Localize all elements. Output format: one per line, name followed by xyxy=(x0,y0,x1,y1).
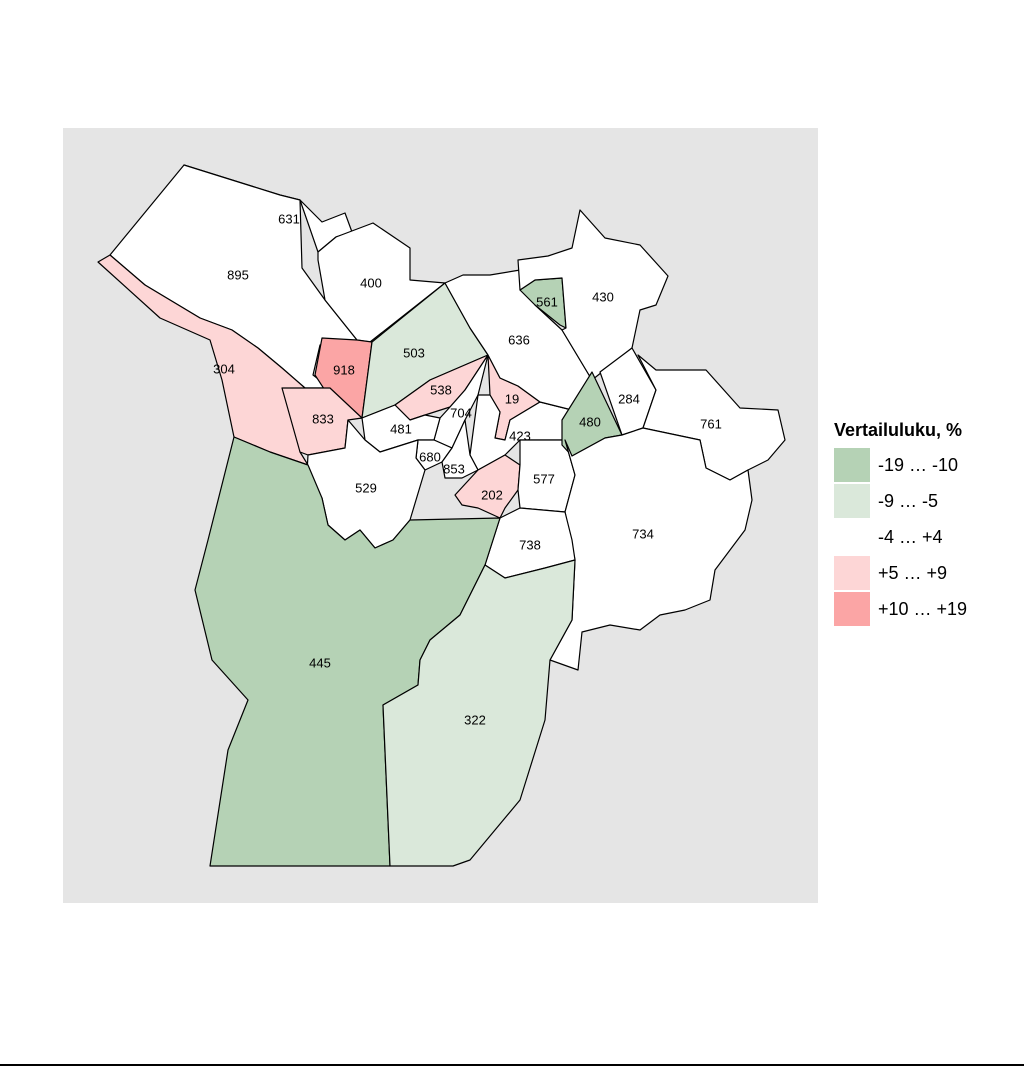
region-label-430: 430 xyxy=(592,289,614,304)
region-label-895: 895 xyxy=(227,267,249,282)
legend-swatch xyxy=(834,484,870,518)
legend-label: -9 … -5 xyxy=(878,490,939,511)
region-label-19: 19 xyxy=(505,391,519,406)
legend-title: Vertailuluku, % xyxy=(834,420,963,440)
region-label-423: 423 xyxy=(509,428,531,443)
legend-label: -19 … -10 xyxy=(878,454,959,475)
region-853 xyxy=(441,419,479,479)
legend-item-neg: -9 … -5 xyxy=(834,483,967,519)
region-label-853: 853 xyxy=(443,461,465,476)
region-label-734: 734 xyxy=(632,526,654,541)
legend-swatch xyxy=(834,556,870,590)
region-label-704: 704 xyxy=(450,405,472,420)
region-430 xyxy=(517,209,669,381)
legend-item-strong-pos: +10 … +19 xyxy=(834,591,967,627)
region-label-480: 480 xyxy=(579,414,601,429)
region-label-322: 322 xyxy=(464,712,486,727)
legend-item-pos: +5 … +9 xyxy=(834,555,967,591)
region-label-304: 304 xyxy=(213,361,235,376)
region-label-284: 284 xyxy=(618,391,640,406)
legend-swatch xyxy=(834,448,870,482)
legend-label: -4 … +4 xyxy=(878,526,943,547)
labels-layer: 631 895 400 304 918 503 833 538 704 19 481 423 68085… xyxy=(213,211,722,727)
region-label-738: 738 xyxy=(519,537,541,552)
region-label-577: 577 xyxy=(533,471,555,486)
legend: Vertailuluku, % -19 … -10 -9 … -5 -4 … +… xyxy=(834,420,967,627)
region-label-481: 481 xyxy=(390,421,412,436)
region-label-680: 680 xyxy=(419,449,441,464)
region-label-529: 529 xyxy=(355,480,377,495)
region-322 xyxy=(382,559,576,867)
region-label-538: 538 xyxy=(430,382,452,397)
region-label-833: 833 xyxy=(312,411,334,426)
regions-layer xyxy=(97,164,786,867)
region-label-761: 761 xyxy=(700,416,722,431)
region-label-503: 503 xyxy=(403,345,425,360)
legend-item-strong-neg: -19 … -10 xyxy=(834,447,967,483)
region-label-636: 636 xyxy=(508,332,530,347)
region-label-400: 400 xyxy=(360,275,382,290)
region-label-631: 631 xyxy=(278,211,300,226)
region-label-202: 202 xyxy=(481,487,503,502)
legend-label: +10 … +19 xyxy=(878,598,968,619)
region-202 xyxy=(454,454,521,519)
region-label-445: 445 xyxy=(309,655,331,670)
legend-item-neutral: -4 … +4 xyxy=(834,519,967,555)
region-label-918: 918 xyxy=(333,362,355,377)
legend-swatch xyxy=(834,520,870,554)
bottom-divider xyxy=(0,1064,1024,1066)
legend-label: +5 … +9 xyxy=(878,562,948,583)
region-label-561: 561 xyxy=(536,294,558,309)
legend-swatch xyxy=(834,592,870,626)
region-734 xyxy=(549,427,753,671)
